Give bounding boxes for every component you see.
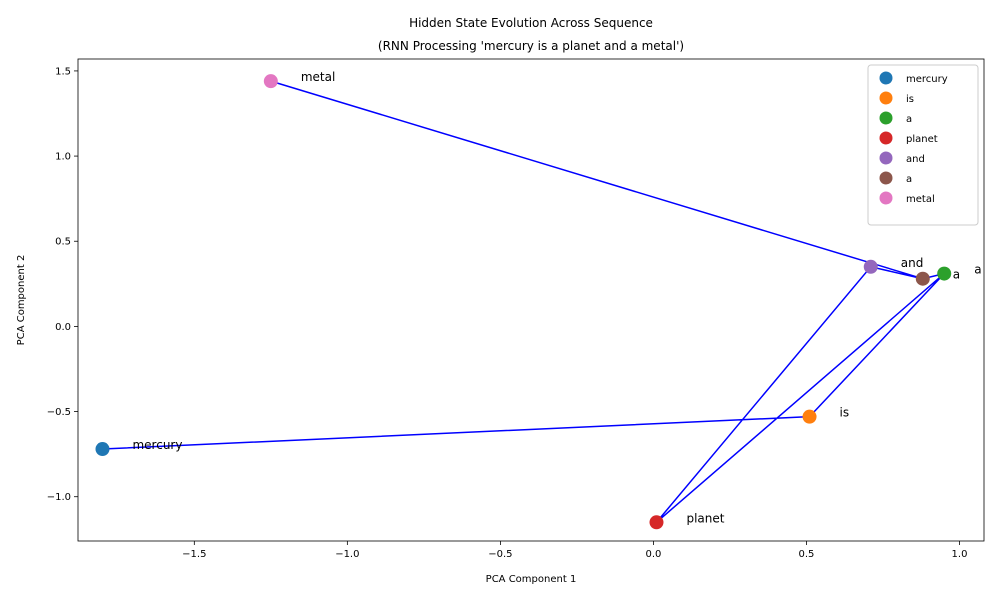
y-tick-label: 1.5: [55, 66, 71, 77]
point-label-mercury-0: mercury: [132, 438, 182, 452]
legend-marker-a-2: [879, 111, 893, 125]
x-tick-label: −0.5: [488, 549, 512, 560]
point-is-1: [802, 409, 817, 424]
plot-area: −1.5 −1.0 −0.5 0.0 0.5 1.0 −1.0 −0.5 0.0 0.5 1.0 1.…: [47, 58, 985, 560]
x-tick-label: −1.0: [335, 549, 359, 560]
legend-entry-a-5: a: [906, 174, 912, 185]
point-label-metal-6: metal: [301, 70, 335, 84]
legend-marker-is-1: [879, 91, 893, 105]
y-tick-label: 1.0: [55, 152, 71, 163]
legend-marker-mercury-0: [879, 71, 893, 85]
chart-title-line1: Hidden State Evolution Across Sequence: [409, 16, 653, 30]
legend-entry-metal-6: metal: [906, 194, 935, 205]
y-tick-label: −0.5: [47, 407, 71, 418]
legend-entry-planet-3: planet: [906, 134, 938, 145]
legend-entry-mercury-0: mercury: [906, 74, 948, 85]
legend-marker-and-4: [879, 151, 893, 165]
legend-marker-planet-3: [879, 131, 893, 145]
point-label-planet-3: planet: [686, 511, 724, 525]
x-tick-label: 0.5: [799, 549, 815, 560]
x-tick-label: 0.0: [645, 549, 661, 560]
legend-entry-a-2: a: [906, 114, 912, 125]
x-tick-label: −1.5: [182, 549, 206, 560]
legend-entry-is-1: is: [906, 94, 914, 105]
legend: [867, 64, 979, 226]
y-tick-label: 0.0: [55, 322, 71, 333]
x-axis-label: PCA Component 1: [486, 574, 577, 585]
point-label-a-2: a: [974, 263, 981, 277]
point-mercury-0: [95, 442, 110, 457]
legend-entry-and-4: and: [906, 154, 925, 165]
point-and-4: [863, 259, 878, 274]
point-a-2: [937, 266, 952, 281]
point-a-5: [915, 271, 930, 286]
y-axis-label: PCA Component 2: [16, 255, 27, 346]
point-metal-6: [263, 74, 278, 89]
hidden-state-path: [102, 80, 945, 523]
point-label-and-4: and: [901, 256, 924, 270]
legend-marker-a-5: [879, 171, 893, 185]
legend-marker-metal-6: [879, 191, 893, 205]
point-label-is-1: is: [840, 406, 850, 420]
chart-title-line2: (RNN Processing 'mercury is a planet and…: [378, 39, 684, 53]
y-tick-label: 0.5: [55, 237, 71, 248]
y-tick-label: −1.0: [47, 492, 71, 503]
plot-frame: [77, 58, 985, 542]
point-planet-3: [649, 515, 664, 530]
x-tick-label: 1.0: [952, 549, 968, 560]
point-label-a-5: a: [953, 268, 960, 282]
